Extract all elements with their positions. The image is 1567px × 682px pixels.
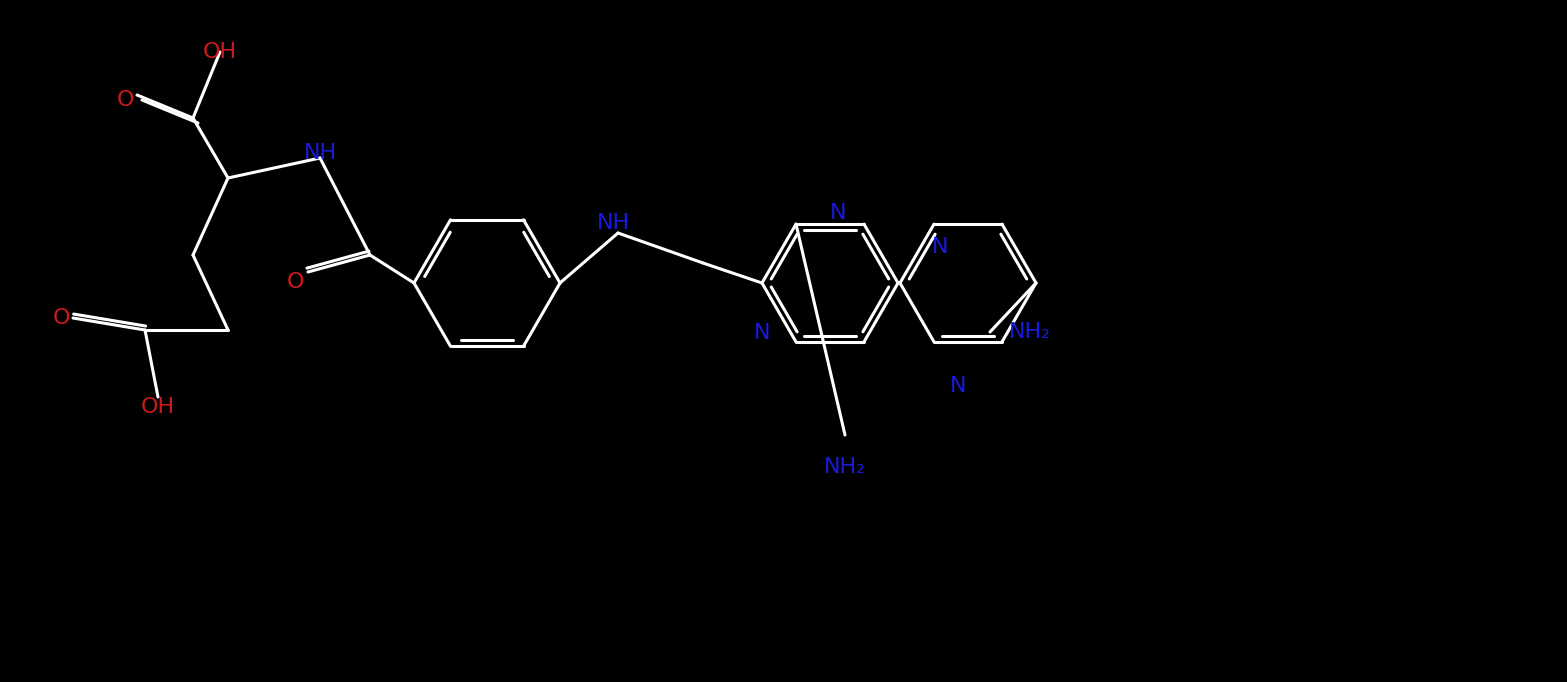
- Text: OH: OH: [141, 397, 176, 417]
- Text: NH: NH: [304, 143, 337, 163]
- Text: O: O: [52, 308, 71, 328]
- Text: NH: NH: [597, 213, 630, 233]
- Text: N: N: [831, 203, 846, 223]
- Text: N: N: [754, 323, 771, 343]
- Text: NH₂: NH₂: [824, 457, 867, 477]
- Text: N: N: [950, 376, 967, 396]
- Text: NH₂: NH₂: [1009, 322, 1051, 342]
- Text: O: O: [116, 90, 133, 110]
- Text: O: O: [287, 272, 304, 292]
- Text: N: N: [932, 237, 948, 257]
- Text: OH: OH: [204, 42, 237, 62]
